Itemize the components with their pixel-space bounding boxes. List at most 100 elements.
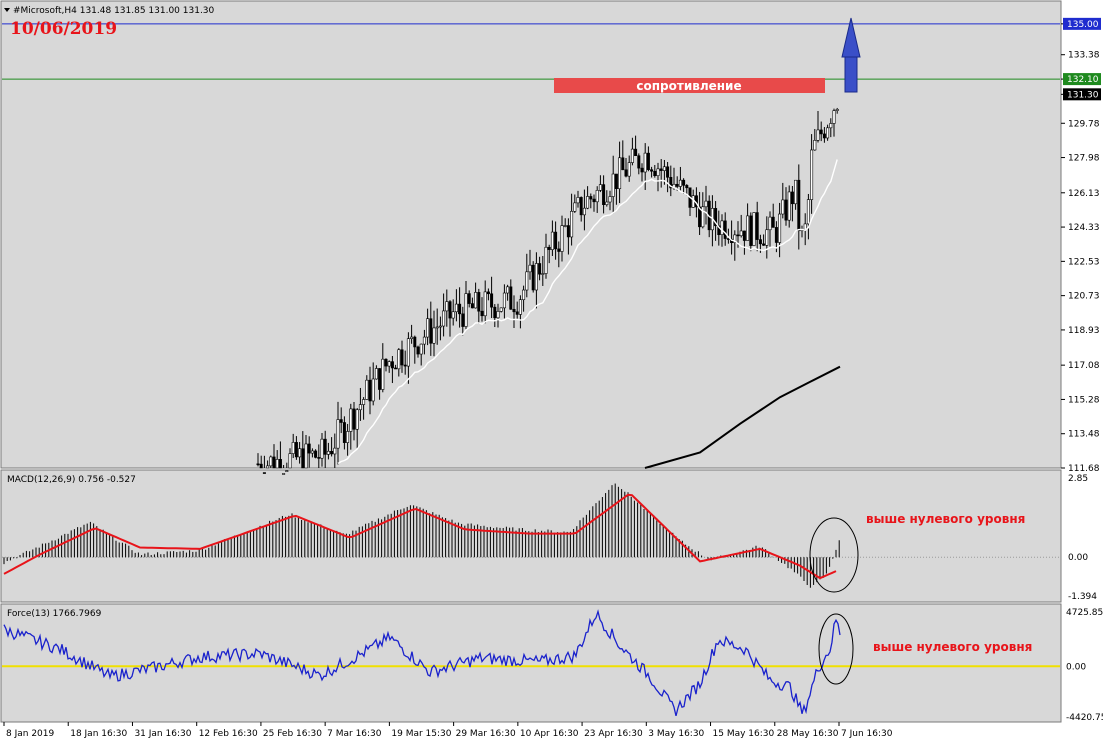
candle-body	[413, 336, 417, 348]
fast-ma-line	[337, 159, 838, 465]
x-tick-label: 29 Mar 16:30	[456, 729, 516, 739]
candle-body	[794, 179, 798, 205]
candle-body	[752, 212, 756, 246]
candle-body	[608, 196, 612, 203]
candle-body	[784, 199, 788, 221]
force-header: Force(13) 1766.7969	[7, 609, 102, 619]
candle-body	[589, 196, 593, 200]
candle-body	[579, 197, 583, 216]
candle-body	[819, 129, 823, 135]
candle-body	[762, 243, 766, 246]
candle-body	[394, 367, 398, 370]
force-panel[interactable]	[0, 603, 1062, 723]
y-tick-label: 115.28	[1068, 395, 1100, 405]
candle-body	[717, 225, 721, 236]
candle-body	[656, 168, 660, 177]
candle-body	[301, 448, 305, 469]
chevron-down-icon[interactable]	[4, 8, 10, 12]
candle-body	[307, 443, 311, 454]
x-tick-label: 31 Jan 16:30	[134, 729, 191, 739]
candle-body	[304, 443, 308, 469]
candle-body	[483, 291, 487, 317]
candle-body	[374, 368, 378, 380]
price-box	[1063, 73, 1101, 86]
candle-body	[467, 293, 471, 304]
candle-body	[659, 168, 663, 171]
candle-body	[384, 358, 388, 367]
resistance-label: сопротивление	[636, 79, 741, 93]
candle-body	[621, 157, 625, 171]
macd-signal-line	[3, 493, 837, 580]
moving-averages	[337, 159, 841, 469]
up-arrow-icon	[841, 17, 861, 93]
candle-body	[435, 326, 439, 329]
candle-body	[538, 263, 542, 275]
candle-body	[282, 473, 286, 475]
candle-body	[573, 202, 577, 212]
price-box-label: 135.00	[1067, 20, 1099, 30]
y-tick-label: 118.93	[1068, 326, 1100, 336]
candle-body	[534, 263, 538, 291]
macd-tick-label: 2.85	[1068, 474, 1088, 484]
candle-body	[618, 157, 622, 190]
candle-body	[458, 303, 462, 315]
x-tick-label: 23 Apr 16:30	[584, 729, 643, 739]
candle-body	[566, 225, 570, 238]
candle-body	[378, 368, 382, 390]
candle-body	[368, 379, 372, 402]
main-header: #Microsoft,H4 131.48 131.85 131.00 131.3…	[13, 6, 215, 16]
candle-body	[310, 450, 314, 454]
candle-body	[787, 191, 791, 221]
candle-body	[371, 378, 375, 402]
candle-body	[525, 271, 529, 291]
y-tick-label: 127.98	[1068, 154, 1100, 164]
main-panel[interactable]	[0, 0, 1062, 469]
candle-body	[816, 129, 820, 141]
candle-body	[563, 225, 567, 227]
candle-body	[406, 338, 410, 367]
candle-body	[742, 230, 746, 241]
candle-body	[541, 273, 545, 275]
price-box-label: 132.10	[1067, 75, 1099, 85]
candle-body	[512, 308, 516, 313]
macd-panel[interactable]	[0, 469, 1062, 603]
candle-body	[349, 408, 353, 432]
candle-body	[426, 318, 430, 338]
candle-body	[544, 246, 548, 274]
candle-body	[547, 246, 551, 250]
candle-body	[502, 292, 506, 309]
candle-body	[602, 184, 606, 205]
candle-body	[758, 239, 762, 245]
candle-body	[314, 450, 318, 458]
candle-body	[294, 442, 298, 458]
force-highlight-circle	[818, 613, 854, 685]
candle-body	[438, 325, 442, 328]
candle-body	[486, 291, 490, 295]
candle-body	[416, 346, 420, 355]
candle-body	[352, 408, 356, 430]
force-tick-label: 4725.850	[1066, 608, 1103, 618]
y-tick-label: 120.73	[1068, 292, 1100, 302]
price-box	[1063, 88, 1101, 101]
candle-body	[515, 311, 519, 315]
date-label: 10/06/2019	[10, 19, 117, 39]
candle-body	[576, 197, 580, 204]
candle-body	[627, 162, 631, 177]
candle-body	[298, 448, 302, 458]
candle-body	[723, 220, 727, 239]
x-tick-label: 7 Mar 16:30	[327, 729, 382, 739]
candle-body	[662, 166, 666, 171]
candle-body	[397, 349, 401, 370]
note-macd: выше нулевого уровня	[866, 512, 1025, 526]
candle-body	[768, 216, 772, 231]
candle-body	[598, 184, 602, 191]
candle-body	[736, 234, 740, 237]
candle-body	[390, 361, 394, 369]
candle-body	[813, 140, 817, 151]
x-tick-label: 18 Jan 16:30	[70, 729, 127, 739]
candle-body	[320, 438, 324, 459]
candle-body	[387, 361, 391, 367]
y-tick-label: 122.53	[1068, 257, 1100, 267]
candle-body	[605, 201, 609, 205]
candle-body	[592, 198, 596, 203]
